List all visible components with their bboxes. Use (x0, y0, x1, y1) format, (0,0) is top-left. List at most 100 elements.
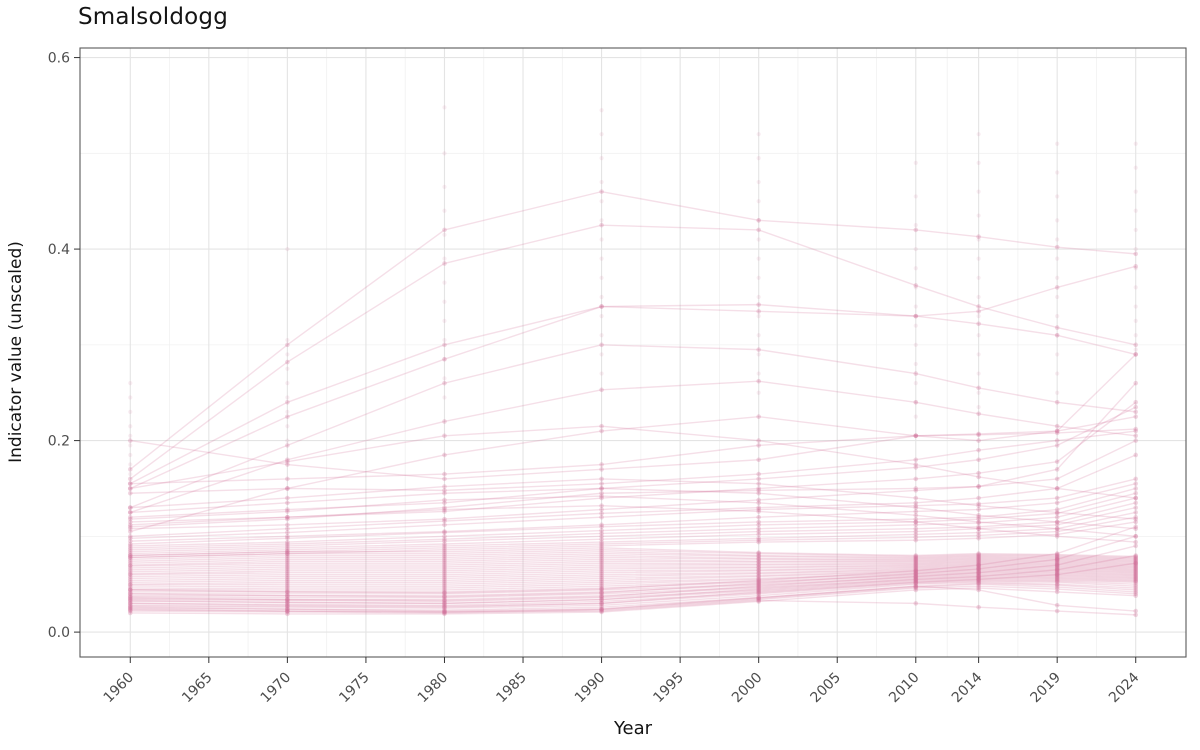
data-point (976, 578, 981, 583)
data-point (285, 572, 290, 577)
data-point (127, 587, 133, 593)
data-point (976, 560, 981, 566)
data-point (599, 597, 604, 602)
data-point (913, 583, 919, 589)
scatter-point (285, 337, 290, 343)
data-point (1133, 573, 1139, 578)
data-point (976, 431, 981, 437)
data-point (976, 585, 981, 591)
scatter-point (599, 352, 604, 357)
data-point (1054, 529, 1060, 534)
data-point (285, 570, 290, 576)
data-point (756, 519, 761, 525)
data-point (756, 514, 761, 520)
data-point (442, 611, 447, 617)
data-point (913, 568, 919, 574)
scatter-point (1055, 294, 1060, 300)
data-point (285, 568, 290, 574)
data-point (913, 584, 919, 590)
data-point (976, 587, 981, 593)
data-point (1133, 438, 1139, 443)
series-line (130, 561, 1136, 573)
data-point (442, 342, 447, 348)
data-point (442, 549, 447, 554)
data-point (976, 561, 981, 567)
data-point (1054, 500, 1060, 506)
data-point (285, 583, 290, 589)
data-point (599, 570, 604, 576)
data-point (756, 550, 761, 555)
data-point (127, 534, 133, 539)
data-point (442, 576, 447, 581)
data-point (285, 551, 290, 556)
data-point (913, 537, 919, 543)
data-point (442, 555, 447, 560)
y-axis-title: Indicator value (unscaled) (6, 241, 26, 463)
data-point (976, 577, 981, 582)
data-point (1054, 556, 1060, 561)
data-point (599, 574, 604, 579)
series-line (130, 550, 1136, 561)
data-point (1054, 570, 1060, 576)
data-point (756, 556, 761, 561)
data-point (913, 574, 919, 579)
data-point (976, 533, 981, 538)
data-point (442, 551, 447, 556)
data-point (913, 570, 919, 576)
data-point (1054, 568, 1060, 574)
data-point (285, 553, 290, 558)
data-point (913, 573, 919, 578)
data-point (285, 509, 290, 514)
data-point (976, 569, 981, 575)
data-point (285, 595, 290, 600)
data-point (127, 529, 133, 534)
series-line (130, 585, 1136, 612)
data-point (913, 462, 919, 467)
data-point (976, 519, 981, 525)
data-point (285, 555, 290, 560)
scatter-point (1133, 333, 1138, 338)
scatter-point (128, 462, 133, 467)
data-point (976, 474, 981, 480)
data-point (913, 576, 919, 581)
data-point (1054, 581, 1060, 587)
data-point (913, 575, 919, 580)
data-point (756, 557, 761, 562)
data-point (127, 526, 133, 531)
data-point (976, 503, 981, 509)
data-point (127, 510, 133, 515)
data-point (599, 590, 604, 596)
data-point (599, 536, 604, 542)
data-point (285, 606, 290, 612)
data-point (913, 529, 919, 534)
data-point (127, 599, 133, 604)
data-point (442, 608, 447, 614)
data-point (913, 500, 919, 506)
data-point (976, 501, 981, 507)
x-tick-label: 2000 (729, 670, 766, 707)
series-line (129, 224, 1136, 480)
data-point (756, 488, 761, 493)
data-point (756, 577, 761, 582)
data-point (913, 509, 919, 514)
data-point (976, 470, 981, 476)
scatter-point (285, 438, 290, 443)
data-point (913, 572, 919, 577)
data-point (756, 522, 761, 528)
data-point (599, 511, 604, 516)
scatter-point (128, 443, 133, 448)
data-point (599, 547, 604, 553)
data-point (1054, 576, 1060, 581)
data-point (913, 580, 919, 585)
data-point (976, 447, 981, 453)
series-line (130, 516, 1136, 557)
data-point (285, 551, 290, 556)
data-point (442, 488, 447, 493)
series-line (130, 382, 1137, 530)
data-point (1054, 569, 1060, 575)
data-point (442, 543, 447, 549)
data-point (127, 574, 133, 579)
scatter-point (1133, 208, 1138, 213)
data-point (1054, 510, 1060, 515)
data-point (599, 566, 604, 572)
